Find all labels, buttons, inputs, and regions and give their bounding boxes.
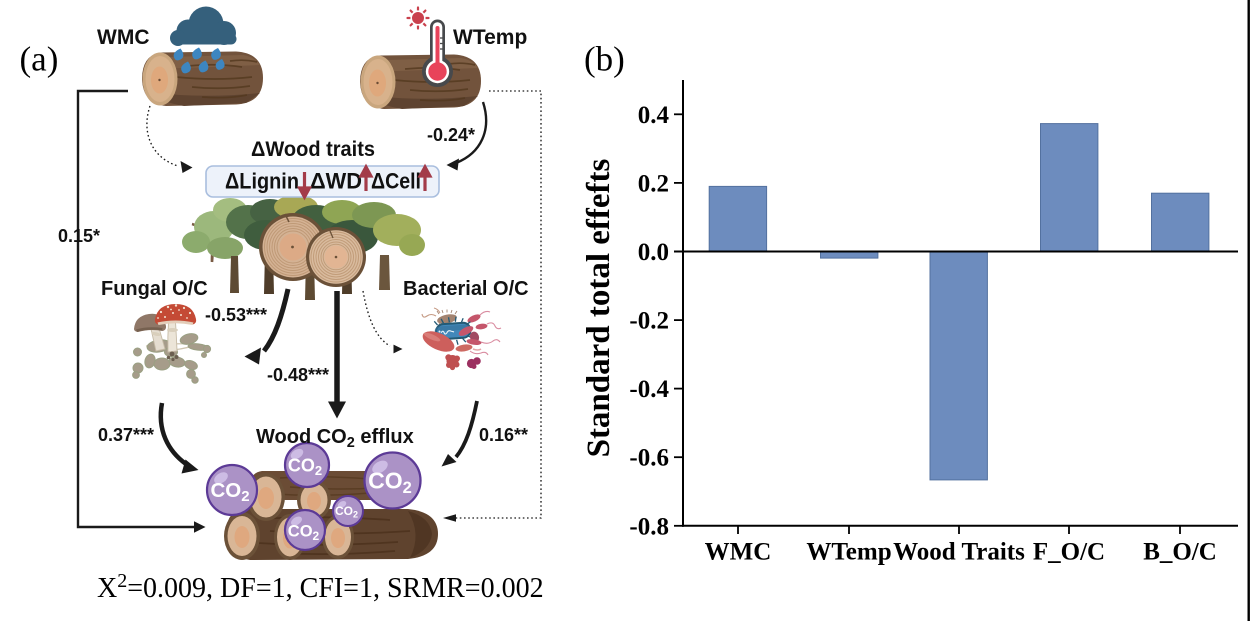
svg-text:0.2: 0.2	[638, 170, 669, 197]
svg-text:0.37***: 0.37***	[98, 425, 154, 445]
svg-text:ΔWD: ΔWD	[310, 169, 362, 194]
svg-text:0.16**: 0.16**	[479, 425, 528, 445]
svg-text:-0.4: -0.4	[629, 376, 669, 403]
svg-text:Standard total effefts: Standard total effefts	[581, 158, 617, 457]
svg-text:WMC: WMC	[705, 539, 772, 566]
svg-text:-0.48***: -0.48***	[267, 365, 329, 385]
svg-text:ΔCell: ΔCell	[371, 169, 421, 194]
svg-text:B_O/C: B_O/C	[1143, 539, 1217, 566]
svg-text:(b): (b)	[584, 40, 625, 79]
svg-text:ΔLignin: ΔLignin	[225, 169, 299, 194]
svg-text:Wood Traits: Wood Traits	[893, 539, 1025, 566]
svg-text:X2=0.009, DF=1, CFI=1, SRMR=0.: X2=0.009, DF=1, CFI=1, SRMR=0.002	[97, 570, 544, 604]
svg-text:0.4: 0.4	[638, 102, 670, 129]
svg-text:-0.8: -0.8	[629, 513, 669, 540]
svg-text:WMC: WMC	[97, 26, 149, 49]
svg-text:-0.6: -0.6	[629, 445, 669, 472]
svg-text:(a): (a)	[20, 40, 59, 79]
svg-text:WTemp: WTemp	[453, 26, 527, 49]
svg-text:0.0: 0.0	[638, 239, 669, 266]
svg-text:CO2: CO2	[288, 456, 322, 479]
svg-text:WTemp: WTemp	[806, 539, 891, 566]
svg-text:0.15*: 0.15*	[58, 226, 100, 246]
svg-text:CO2: CO2	[335, 504, 358, 520]
svg-text:Wood CO2 efflux: Wood CO2 efflux	[256, 426, 414, 451]
svg-text:-0.24*: -0.24*	[427, 125, 475, 145]
svg-text:ΔWood traits: ΔWood traits	[251, 138, 375, 161]
svg-text:F_O/C: F_O/C	[1033, 539, 1105, 566]
svg-text:Fungal O/C: Fungal O/C	[101, 278, 208, 300]
svg-text:-0.53***: -0.53***	[205, 305, 267, 325]
svg-text:-0.2: -0.2	[629, 308, 669, 335]
svg-text:Bacterial O/C: Bacterial O/C	[403, 278, 529, 300]
svg-text:CO2: CO2	[288, 523, 320, 544]
